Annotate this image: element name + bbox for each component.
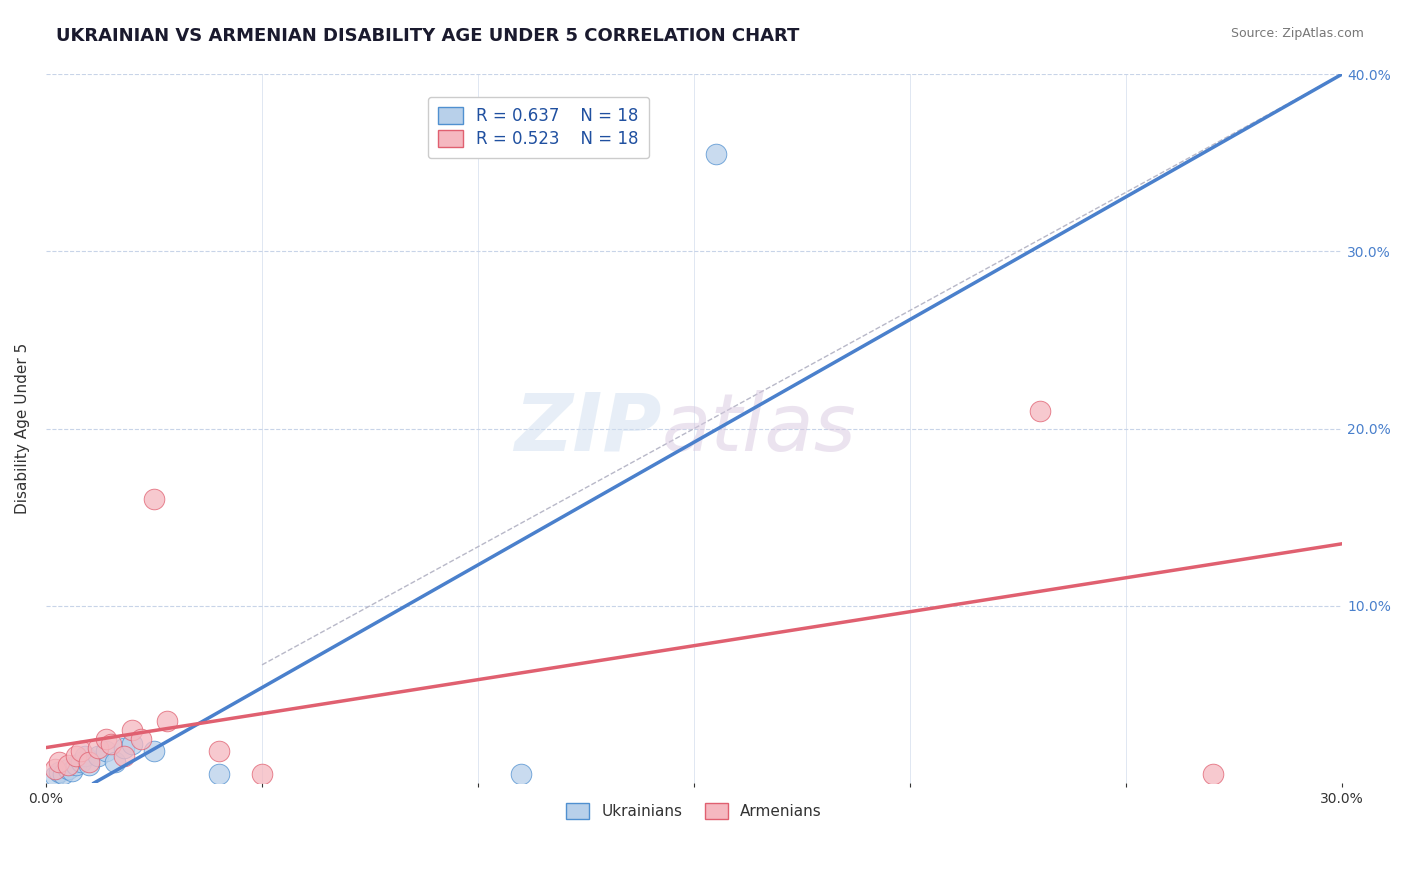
Y-axis label: Disability Age Under 5: Disability Age Under 5 [15,343,30,514]
Point [44,769,66,783]
Point [121,723,143,737]
Point [143,492,166,507]
Point [60,764,83,778]
Point [250,767,273,781]
Point [208,744,231,758]
Text: Source: ZipAtlas.com: Source: ZipAtlas.com [1230,27,1364,40]
Point [87,749,110,764]
Point [129,731,152,746]
Point [96,731,118,746]
Point [56,762,79,776]
Point [121,737,143,751]
Point [87,740,110,755]
Point [44,762,66,776]
Point [65,758,87,772]
Point [208,767,231,781]
Point [156,714,179,728]
Point [48,755,70,769]
Text: UKRAINIAN VS ARMENIAN DISABILITY AGE UNDER 5 CORRELATION CHART: UKRAINIAN VS ARMENIAN DISABILITY AGE UND… [56,27,800,45]
Point [1029,404,1052,418]
Point [100,737,122,751]
Point [112,740,135,755]
Point [77,755,100,769]
Point [69,755,91,769]
Point [104,755,127,769]
Point [143,744,166,758]
Point [52,767,75,781]
Point [48,765,70,780]
Point [69,744,91,758]
Point [96,744,118,758]
Point [1201,767,1223,781]
Text: ZIP: ZIP [515,390,662,467]
Point [77,758,100,772]
Text: atlas: atlas [662,390,856,467]
Point [73,749,96,764]
Point [56,758,79,772]
Point [112,749,135,764]
Legend: Ukrainians, Armenians: Ukrainians, Armenians [560,797,828,825]
Point [704,146,727,161]
Point [65,749,87,764]
Point [510,767,533,781]
